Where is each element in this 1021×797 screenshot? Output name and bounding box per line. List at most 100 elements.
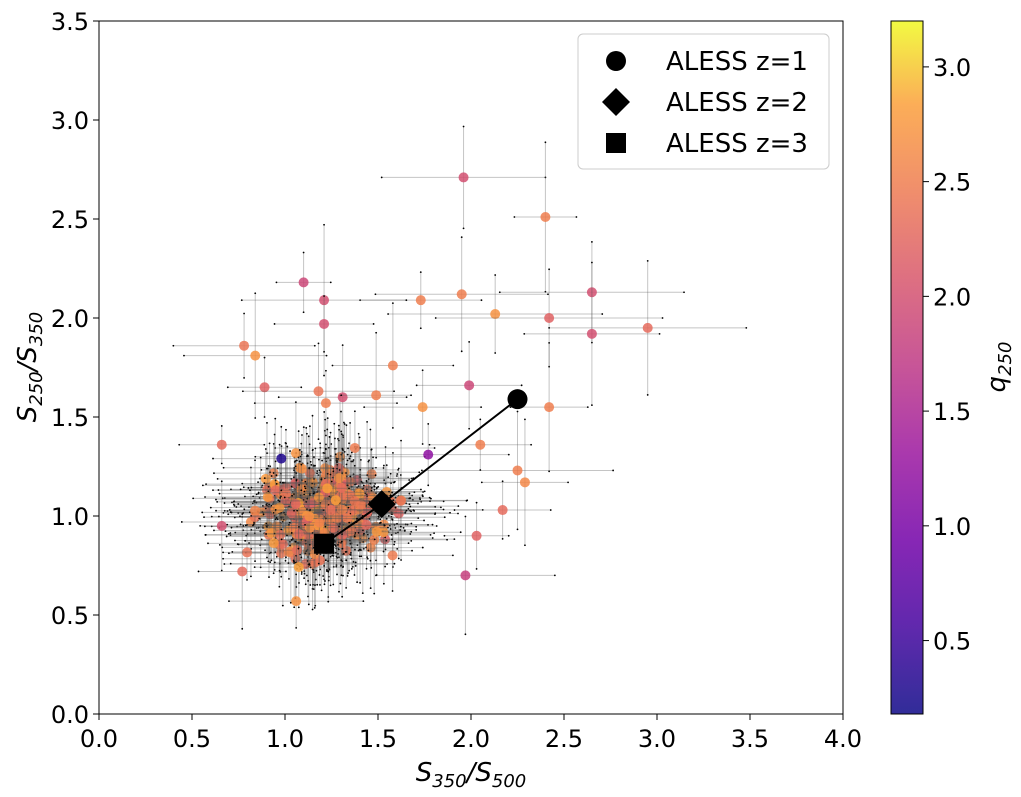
error-cap-dot [272,501,275,504]
error-cap-dot [241,513,244,515]
error-cap-dot [276,467,279,470]
data-point [288,469,351,576]
error-cap-dot [327,596,330,598]
error-cap-dot [359,549,362,551]
x-tick-label: 3.0 [638,725,676,753]
error-cap-dot [399,529,402,531]
error-cap-dot [295,554,298,557]
error-cap-dot [530,443,533,446]
error-cap-dot [385,539,388,542]
error-cap-dot [295,479,298,482]
error-cap-dot [323,374,325,377]
error-cap-dot [324,580,326,582]
error-cap-dot [340,540,343,543]
error-cap-dot [475,501,478,504]
error-cap-dot [300,386,303,389]
error-cap-dot [396,473,399,475]
error-cap-dot [347,572,349,574]
error-cap-dot [434,512,437,515]
error-cap-dot [358,436,361,439]
error-cap-dot [394,532,397,534]
error-cap-dot [516,410,519,413]
error-cap-dot [298,449,301,451]
error-cap-dot [263,443,266,446]
error-cap-dot [442,500,445,503]
error-cap-dot [430,497,432,500]
error-cap-dot [263,416,266,418]
error-cap-dot [216,500,219,503]
error-cap-dot [205,483,207,485]
error-cap-dot [427,523,429,526]
scatter-marker [387,360,398,371]
error-cap-dot [349,539,351,542]
error-cap-dot [216,477,219,480]
scatter-marker [283,546,294,557]
error-cap-dot [332,555,335,557]
error-cap-dot [453,509,456,511]
error-cap-dot [280,489,283,492]
error-cap-dot [449,511,451,514]
error-cap-dot [340,410,342,413]
error-cap-dot [311,414,314,417]
error-cap-dot [294,540,297,543]
error-cap-dot [223,502,226,504]
error-cap-dot [253,532,256,535]
error-cap-dot [429,500,431,503]
error-cap-dot [324,525,327,528]
error-cap-dot [294,465,297,468]
scatter-marker [387,550,398,561]
error-cap-dot [235,506,238,508]
error-cap-dot [316,472,318,475]
error-cap-dot [420,500,423,503]
error-cap-dot [232,503,235,506]
error-cap-dot [421,546,424,549]
error-cap-dot [273,532,276,535]
error-cap-dot [415,525,418,528]
error-cap-dot [307,556,309,558]
error-cap-dot [241,627,244,630]
error-cap-dot [207,542,209,545]
error-cap-dot [319,568,322,571]
error-cap-dot [334,447,336,450]
error-cap-dot [295,459,298,462]
error-cap-dot [272,511,275,514]
error-cap-dot [353,574,356,576]
error-cap-dot [361,592,364,595]
aless-z2-marker [367,490,396,519]
error-cap-dot [236,543,239,546]
error-cap-dot [306,574,308,577]
error-cap-dot [323,452,326,455]
colorbar-tick-label: 2.0 [933,283,971,311]
error-cap-dot [241,515,244,518]
error-cap-dot [352,560,355,563]
error-cap-dot [281,516,284,519]
colorbar-tick-label: 3.0 [933,54,971,82]
error-cap-dot [303,485,306,488]
error-cap-dot [291,494,293,497]
error-cap-dot [322,554,325,557]
error-cap-dot [259,566,262,569]
error-cap-dot [305,432,308,435]
aless-track [314,389,528,554]
error-cap-dot [353,483,356,486]
error-cap-dot [367,460,370,463]
error-cap-dot [323,223,325,226]
scatter-marker [423,449,434,460]
x-tick-label: 1.5 [359,725,397,753]
error-cap-dot [286,445,289,448]
error-cap-dot [362,547,365,550]
error-cap-dot [278,569,281,572]
error-cap-dot [317,342,320,345]
error-cap-dot [226,386,229,389]
error-cap-dot [369,587,372,590]
error-cap-dot [457,505,460,507]
error-cap-dot [350,460,353,463]
error-cap-dot [213,529,215,532]
error-cap-dot [397,469,399,471]
error-cap-dot [567,481,569,484]
error-cap-dot [289,450,291,452]
error-cap-dot [298,582,300,584]
x-axis: 0.0 0.5 1.0 1.5 2.0 2.5 3.0 3.5 4.0 [80,714,862,753]
scatter-marker [415,295,426,306]
error-cap-dot [275,482,278,485]
